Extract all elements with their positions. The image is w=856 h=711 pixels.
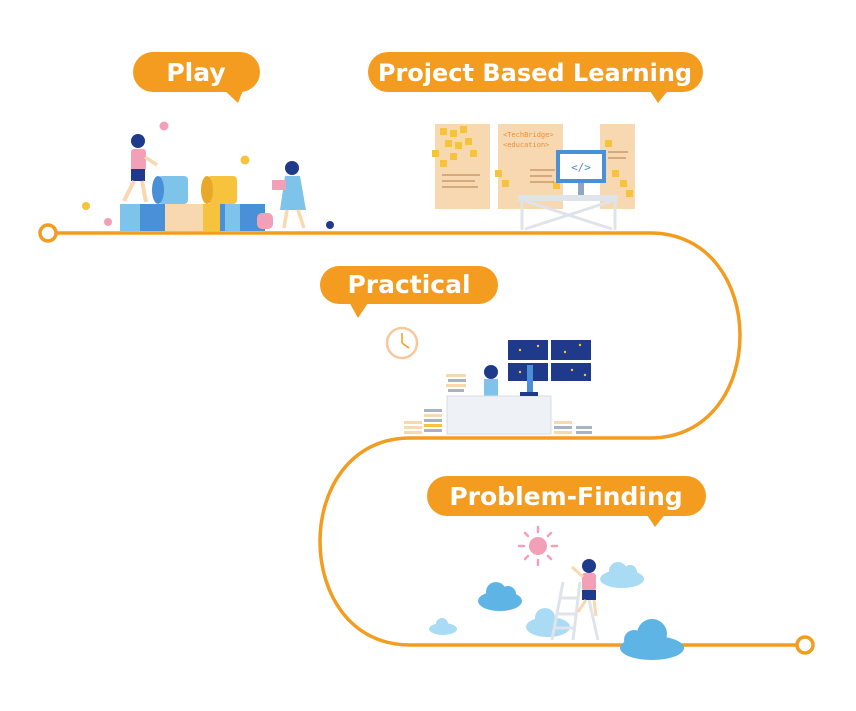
toy-cylinder xyxy=(158,176,188,204)
stage-label-problem-finding: Problem-Finding xyxy=(449,482,682,511)
cloud-icon xyxy=(429,618,457,635)
stage-label-play: Play xyxy=(166,58,225,87)
ladder xyxy=(550,581,600,641)
stage-label-pbl: Project Based Learning xyxy=(378,59,692,87)
toy-block xyxy=(140,204,165,231)
stage-bubble-practical: Practical xyxy=(320,266,498,318)
person-at-desk xyxy=(484,365,498,397)
play-illustration xyxy=(82,121,334,231)
confetti-dot xyxy=(240,155,250,165)
journey-path xyxy=(46,231,802,647)
toy-block xyxy=(203,204,225,231)
confetti-dot xyxy=(159,121,169,131)
desk xyxy=(446,395,552,435)
multi-monitor-wall xyxy=(508,340,591,395)
practical-illustration xyxy=(385,326,592,435)
stage-bubble-problem-finding: Problem-Finding xyxy=(427,476,706,527)
stage-bubble-pbl: Project Based Learning xyxy=(368,52,703,103)
confetti-dot xyxy=(104,218,112,226)
toy-block xyxy=(225,204,240,231)
path-end-node xyxy=(795,635,815,655)
path-start-node xyxy=(38,223,58,243)
desk xyxy=(518,195,618,201)
board-center xyxy=(498,124,563,209)
confetti-dot xyxy=(326,221,334,229)
pbl-illustration: <TechBridge> <education> </> xyxy=(432,124,635,231)
code-icon: </> xyxy=(571,161,591,174)
cloud-icon xyxy=(620,619,684,660)
sticky-notes xyxy=(432,126,633,197)
cloud-icon xyxy=(478,582,522,611)
board-text-line1: <TechBridge> xyxy=(503,131,554,139)
confetti-dot xyxy=(82,202,90,210)
board-lines xyxy=(442,151,628,188)
toy-block xyxy=(165,204,203,231)
child-on-ladder xyxy=(570,559,598,617)
cloud-icon xyxy=(600,562,644,588)
toy-roll xyxy=(257,213,273,229)
child-carrying xyxy=(272,161,306,229)
child-pushing xyxy=(122,134,158,203)
stage-label-practical: Practical xyxy=(347,270,470,299)
cloud-icon xyxy=(526,608,570,637)
sun-icon xyxy=(517,525,559,567)
stage-bubble-play: Play xyxy=(133,52,260,103)
problem-finding-illustration xyxy=(429,525,684,660)
board-text-line2: <education> xyxy=(503,141,549,149)
book-stack-right xyxy=(554,421,592,434)
book-stack-left xyxy=(404,374,466,434)
toy-cylinder xyxy=(207,176,237,204)
